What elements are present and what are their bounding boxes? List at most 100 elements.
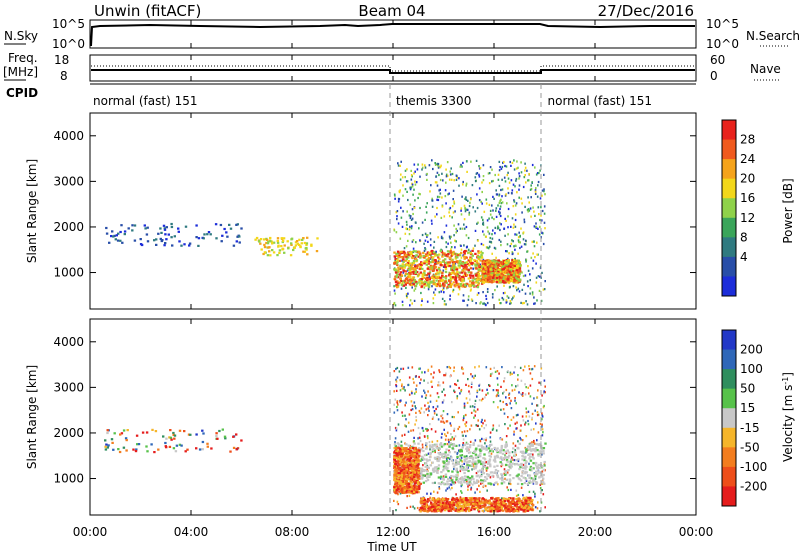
echo-cell <box>542 415 544 417</box>
echo-cell <box>453 289 455 291</box>
echo-cell <box>456 463 458 465</box>
echo-cell <box>517 272 519 274</box>
echo-cell <box>410 170 412 172</box>
echo-cell <box>500 244 502 246</box>
echo-cell <box>543 405 545 407</box>
echo-cell <box>542 428 544 430</box>
echo-cell <box>472 184 474 186</box>
echo-cell <box>423 262 425 264</box>
echo-cell <box>425 167 427 169</box>
echo-cell <box>466 261 468 263</box>
echo-cell <box>424 371 426 373</box>
echo-cell <box>498 373 500 375</box>
echo-cell <box>490 261 492 263</box>
echo-cell <box>450 173 452 175</box>
echo-cell <box>497 226 499 228</box>
echo-cell <box>475 267 477 269</box>
echo-cell <box>426 466 428 468</box>
echo-cell <box>394 412 396 414</box>
echo-cell <box>537 396 539 398</box>
echo-cell <box>510 459 512 461</box>
echo-cell <box>401 284 403 286</box>
echo-cell <box>501 273 503 275</box>
echo-cell <box>400 368 402 370</box>
echo-cell <box>508 271 510 273</box>
echo-cell <box>445 474 447 476</box>
echo-cell <box>459 267 461 269</box>
echo-cell <box>406 245 408 247</box>
echo-cell <box>534 475 536 477</box>
echo-cell <box>159 227 161 229</box>
echo-cell <box>464 252 466 254</box>
echo-cell <box>518 288 520 290</box>
echo-cell <box>490 210 492 212</box>
echo-cell <box>464 218 466 220</box>
echo-cell <box>503 408 505 410</box>
echo-cell <box>479 187 481 189</box>
echo-cell <box>401 447 403 449</box>
echo-cell <box>487 247 489 249</box>
echo-cell <box>495 248 497 250</box>
echo-cell <box>398 256 400 258</box>
echo-cell <box>500 223 502 225</box>
echo-cell <box>316 250 318 252</box>
echo-cell <box>489 268 491 270</box>
echo-cell <box>437 262 439 264</box>
echo-cell <box>544 280 546 282</box>
echo-cell <box>530 429 532 431</box>
echo-cell <box>302 251 304 253</box>
echo-cell <box>501 366 503 368</box>
echo-cell <box>128 227 130 229</box>
echo-cell <box>511 384 513 386</box>
echo-cell <box>426 477 428 479</box>
echo-cell <box>421 395 423 397</box>
echo-cell <box>405 282 407 284</box>
echo-cell <box>543 188 545 190</box>
echo-cell <box>433 372 435 374</box>
echo-cell <box>537 455 539 457</box>
echo-cell <box>543 493 545 495</box>
echo-cell <box>533 211 535 213</box>
echo-cell <box>405 170 407 172</box>
echo-cell <box>395 447 397 449</box>
echo-cell <box>408 422 410 424</box>
echo-cell <box>531 467 533 469</box>
echo-cell <box>509 161 511 163</box>
echo-cell <box>429 252 431 254</box>
echo-cell <box>492 180 494 182</box>
echo-cell <box>451 460 453 462</box>
echo-cell <box>434 412 436 414</box>
echo-cell <box>489 385 491 387</box>
echo-cell <box>407 240 409 242</box>
echo-cell <box>506 301 508 303</box>
echo-cell <box>524 176 526 178</box>
echo-cell <box>524 219 526 221</box>
echo-cell <box>520 393 522 395</box>
echo-cell <box>421 285 423 287</box>
echo-cell <box>483 302 485 304</box>
echo-cell <box>437 256 439 258</box>
echo-cell <box>458 478 460 480</box>
echo-cell <box>530 287 532 289</box>
echo-cell <box>468 295 470 297</box>
echo-cell <box>434 458 436 460</box>
echo-cell <box>511 264 513 266</box>
echo-cell <box>427 390 429 392</box>
echo-cell <box>528 208 530 210</box>
echo-cell <box>165 238 167 240</box>
echo-cell <box>405 284 407 286</box>
echo-cell <box>475 411 477 413</box>
echo-cell <box>514 455 516 457</box>
echo-cell <box>106 233 108 235</box>
echo-cell <box>439 488 441 490</box>
echo-cell <box>527 483 529 485</box>
echo-cell <box>487 291 489 293</box>
echo-cell <box>449 451 451 453</box>
echo-cell <box>430 238 432 240</box>
echo-cell <box>528 457 530 459</box>
echo-cell <box>543 174 545 176</box>
echo-cell <box>466 246 468 248</box>
echo-cell <box>396 215 398 217</box>
echo-cell <box>427 435 429 437</box>
echo-cell <box>408 431 410 433</box>
